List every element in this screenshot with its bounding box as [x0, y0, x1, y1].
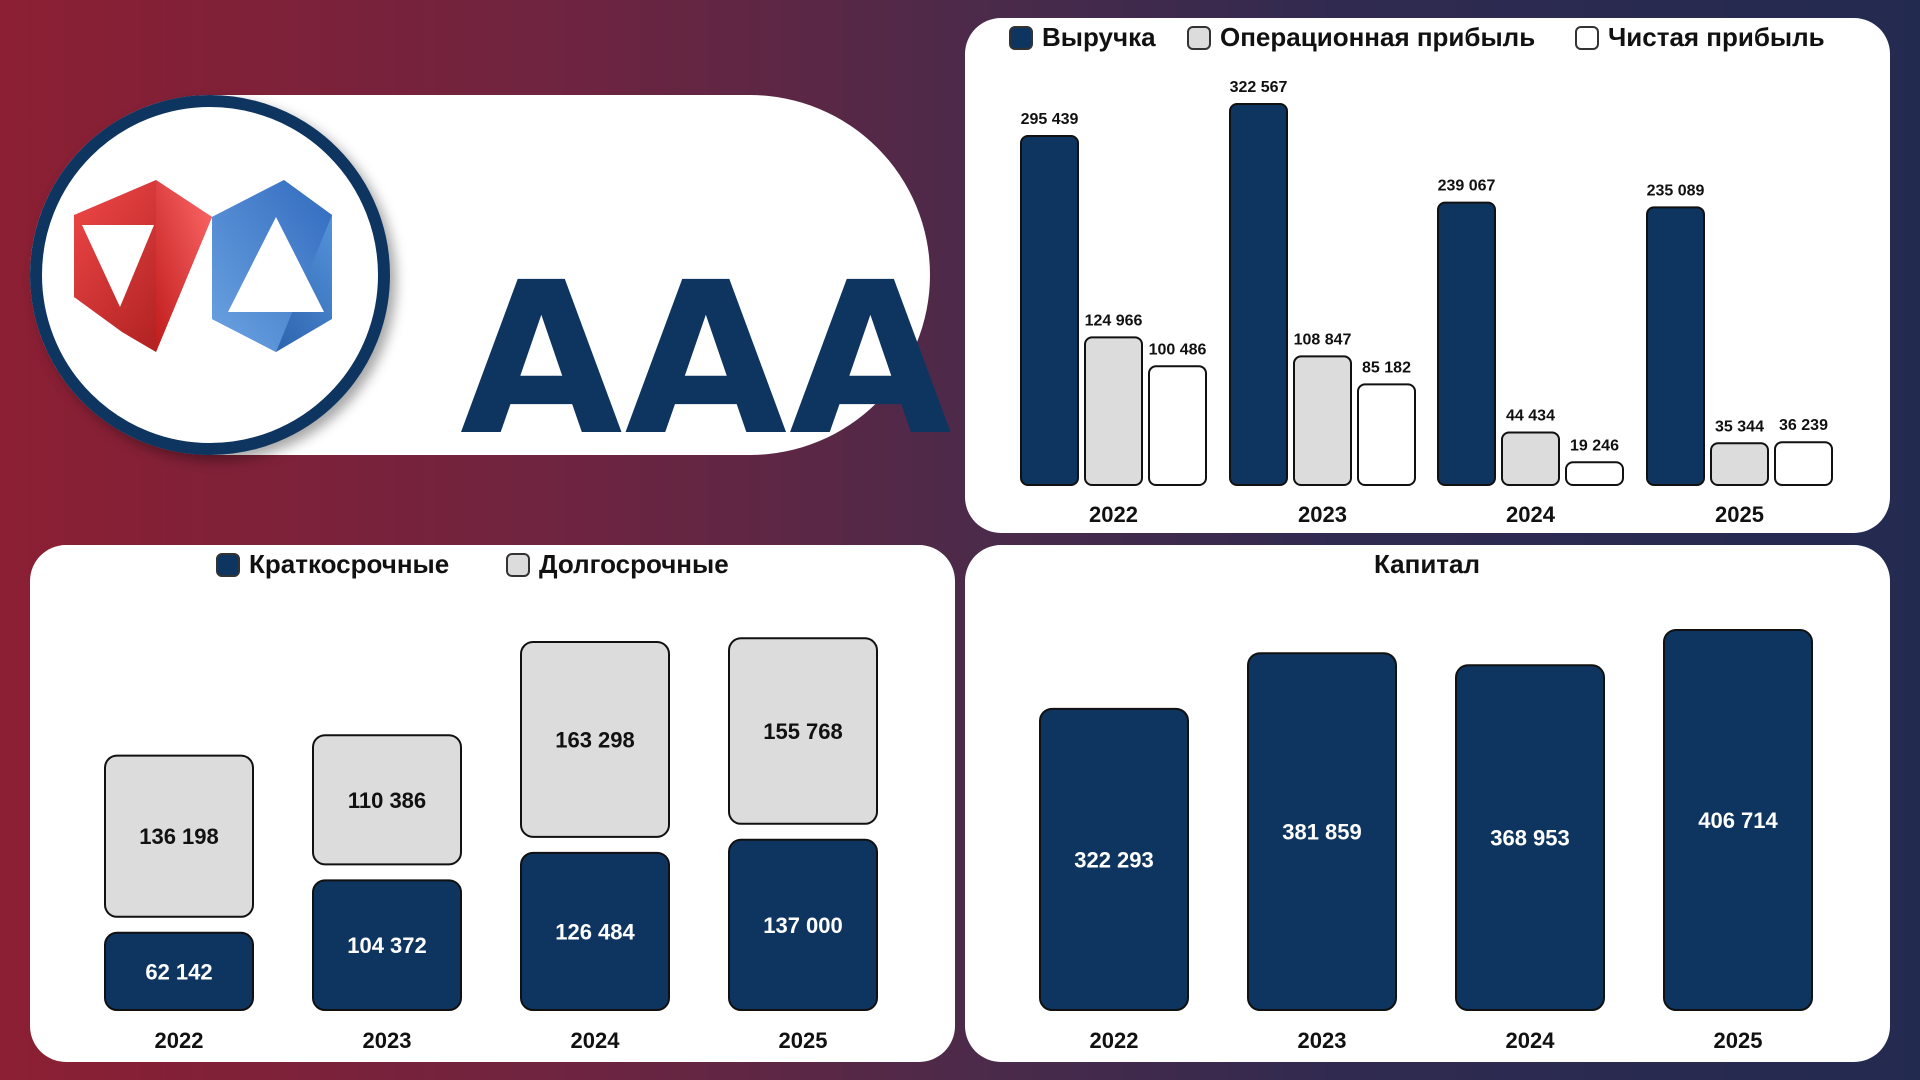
data-label-0-2024: 126 484 — [555, 919, 635, 944]
bar-1-2024 — [1501, 431, 1560, 487]
logo-emblem-icon — [74, 180, 332, 352]
data-label-0-2025: 137 000 — [763, 913, 843, 938]
legend-label-0: Выручка — [1042, 22, 1156, 52]
data-label-1-2023: 108 847 — [1294, 331, 1352, 348]
bar-1-2022 — [104, 754, 254, 918]
logo-banner: AAA — [30, 95, 952, 465]
data-label-2-2023: 85 182 — [1362, 359, 1411, 376]
debt-chart: Краткосрочные Долгосрочные 62 142 136 198 20… — [104, 549, 878, 1053]
data-label-2023: 381 859 — [1282, 820, 1362, 845]
legend-swatch-1 — [1187, 26, 1211, 50]
bar-0-2024 — [520, 851, 670, 1011]
data-label-2025: 406 714 — [1698, 808, 1778, 833]
x-tick-2025: 2025 — [1715, 502, 1764, 527]
logo-wordmark: AAA — [460, 237, 954, 482]
bar-2-2022 — [1148, 365, 1207, 487]
legend-swatch-0 — [216, 553, 240, 577]
debt-chart-panel: Краткосрочные Долгосрочные 62 142 136 198 20… — [30, 545, 955, 1062]
bar-2025 — [1663, 629, 1813, 1011]
bar-0-2024 — [1437, 201, 1496, 487]
bar-1-2024 — [520, 641, 670, 838]
capital-chart: Капитал 322 293 2022 381 859 2023 368 953 2024… — [1039, 549, 1813, 1053]
capital-chart-panel: Капитал 322 293 2022 381 859 2023 368 953 2024… — [965, 545, 1890, 1062]
data-label-1-2025: 155 768 — [763, 719, 843, 744]
data-label-1-2024: 44 434 — [1506, 408, 1555, 425]
x-tick-2022: 2022 — [1089, 502, 1138, 527]
x-tick-2022: 2022 — [155, 1028, 204, 1053]
legend-label-1: Долгосрочные — [539, 549, 729, 579]
data-label-2-2022: 100 486 — [1149, 341, 1207, 358]
data-label-0-2022: 295 439 — [1021, 111, 1079, 128]
bar-2-2024 — [1565, 461, 1624, 486]
data-label-2024: 368 953 — [1490, 826, 1570, 851]
x-tick-2024: 2024 — [571, 1028, 621, 1053]
data-label-2022: 322 293 — [1074, 847, 1154, 872]
income-chart-panel: Выручка Операционная прибыль Чистая прибыл… — [965, 18, 1890, 533]
x-tick-2023: 2023 — [363, 1028, 412, 1053]
x-tick-2025: 2025 — [779, 1028, 828, 1053]
bar-0-2025 — [728, 838, 878, 1011]
bar-2022 — [1039, 707, 1189, 1012]
data-label-1-2022: 136 198 — [139, 824, 219, 849]
legend-swatch-2 — [1575, 26, 1599, 50]
bar-1-2023 — [1293, 355, 1352, 486]
bar-1-2022 — [1084, 336, 1143, 487]
data-label-0-2023: 322 567 — [1230, 79, 1288, 96]
x-tick-2025: 2025 — [1714, 1028, 1763, 1053]
x-tick-2022: 2022 — [1090, 1028, 1139, 1053]
bar-2024 — [1455, 664, 1605, 1011]
bar-2-2023 — [1357, 383, 1416, 487]
data-label-0-2025: 235 089 — [1647, 182, 1705, 199]
bar-0-2023 — [312, 879, 462, 1011]
data-label-1-2025: 35 344 — [1715, 418, 1764, 435]
bar-0-2022 — [1020, 135, 1079, 486]
x-tick-2023: 2023 — [1298, 502, 1347, 527]
data-label-1-2024: 163 298 — [555, 727, 635, 752]
legend-label-1: Операционная прибыль — [1220, 22, 1535, 52]
x-tick-2023: 2023 — [1298, 1028, 1347, 1053]
bar-1-2025 — [1710, 442, 1769, 487]
data-label-2-2024: 19 246 — [1570, 437, 1619, 454]
data-label-1-2023: 110 386 — [348, 788, 426, 813]
legend-label-0: Краткосрочные — [249, 549, 449, 579]
bar-0-2023 — [1229, 103, 1288, 486]
data-label-0-2024: 239 067 — [1438, 178, 1496, 195]
bar-0-2025 — [1646, 206, 1705, 486]
bar-1-2025 — [728, 637, 878, 825]
data-label-0-2023: 104 372 — [347, 933, 427, 958]
logo-emblem — [30, 95, 390, 455]
legend-label-2: Чистая прибыль — [1608, 22, 1825, 52]
legend-swatch-0 — [1009, 26, 1033, 50]
legend-swatch-1 — [506, 553, 530, 577]
bar-2-2025 — [1774, 441, 1833, 487]
bar-0-2022 — [104, 931, 254, 1011]
bar-1-2023 — [312, 734, 462, 866]
data-label-1-2022: 124 966 — [1085, 312, 1143, 329]
data-label-2-2025: 36 239 — [1779, 417, 1828, 434]
chart-title: Капитал — [1374, 549, 1480, 579]
bar-2023 — [1247, 652, 1397, 1011]
x-tick-2024: 2024 — [1506, 502, 1556, 527]
income-chart: Выручка Операционная прибыль Чистая прибыл… — [1009, 22, 1833, 527]
data-label-0-2022: 62 142 — [145, 959, 212, 984]
x-tick-2024: 2024 — [1506, 1028, 1556, 1053]
